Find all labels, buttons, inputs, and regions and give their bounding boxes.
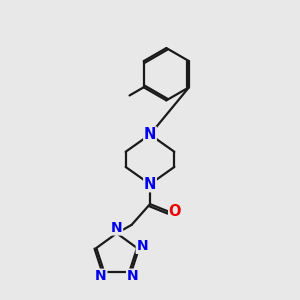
Text: N: N — [127, 269, 138, 283]
Text: N: N — [136, 239, 148, 254]
Text: O: O — [169, 204, 181, 219]
Text: N: N — [144, 127, 156, 142]
Text: N: N — [111, 221, 122, 235]
Text: N: N — [95, 269, 107, 283]
Text: N: N — [144, 177, 156, 192]
